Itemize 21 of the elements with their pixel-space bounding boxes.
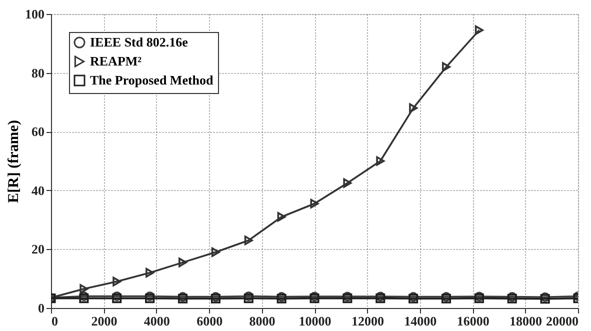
legend-label: IEEE Std 802.16e — [90, 34, 188, 50]
y-tick-label: 40 — [32, 182, 44, 198]
legend-label: REAPM² — [90, 54, 142, 68]
x-tick-label: 4000 — [144, 314, 170, 328]
x-tick-label: 16000 — [456, 314, 490, 328]
x-tick-label: 10000 — [298, 314, 332, 328]
y-tick-label: 20 — [32, 242, 44, 257]
x-tick-label: 18000 — [510, 314, 542, 328]
legend-label: The Proposed Method — [90, 72, 214, 88]
x-tick-label: 12000 — [351, 314, 384, 328]
x-tick-label: 20000 — [546, 314, 578, 328]
x-tick-label: 2000 — [91, 314, 118, 328]
x-tick-label: 6000 — [196, 314, 223, 328]
y-tick-label: 80 — [32, 65, 44, 80]
y-tick-label: 60 — [32, 124, 44, 140]
x-tick-label: 14000 — [404, 314, 437, 328]
x-tick-label: 8000 — [249, 314, 276, 328]
y-tick-label: 0 — [38, 300, 44, 316]
x-tick-label: 0 — [52, 314, 58, 328]
y-tick-label: 100 — [25, 6, 44, 22]
y-axis-title: E[R] (frame) — [6, 120, 22, 203]
